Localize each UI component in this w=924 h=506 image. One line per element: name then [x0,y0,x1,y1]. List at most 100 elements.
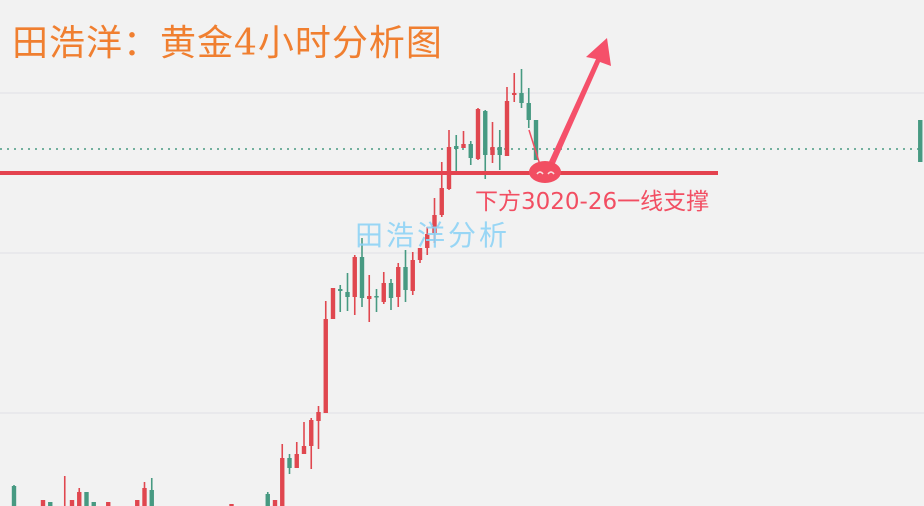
up-arrow-icon [547,38,611,168]
candle-down [454,135,459,173]
candle-down [526,88,531,128]
candle-body [69,500,75,506]
candle-down [287,454,292,474]
candle-up [425,227,430,255]
candle-up [432,198,437,243]
candle-body [512,93,517,95]
candle-down [483,110,488,179]
candle-body [323,319,328,413]
candle-body [417,248,423,260]
candle-body [526,103,531,120]
watermark: 田浩洋分析 [355,219,511,252]
candle-body [454,146,459,149]
candle-body [367,296,372,299]
gridlines [0,92,924,414]
candle-body [84,492,89,506]
candle-body [135,500,140,506]
candle-body [345,292,350,297]
candle-body [483,111,488,155]
candle-body [359,257,365,298]
candle-up [352,255,357,315]
candle-up [410,252,415,295]
candle-body [280,458,285,506]
candle-body [287,458,292,468]
candle-up [367,275,372,322]
candle-down [84,492,89,506]
candle-body [272,500,278,506]
candle-body [396,267,401,297]
candle-body [316,412,321,421]
candle-up [294,442,299,468]
candle-body [294,454,299,468]
candle-up [309,418,314,469]
candle-body [106,502,111,506]
candle-body [918,120,923,162]
candle-body [91,502,96,506]
marker-tick [528,129,542,169]
candle-body [497,147,502,155]
candle-down [265,492,270,506]
candle-body [468,144,473,158]
candle-up [301,422,307,454]
candle-down [91,502,96,506]
candle-body [229,504,234,506]
candles [11,69,923,506]
candle-up [229,504,234,506]
candle-up [504,87,510,156]
candle-body [461,144,466,148]
candle-body [432,215,437,233]
candle-up [135,500,140,506]
candle-body [301,446,307,454]
candle-up [142,482,147,506]
candle-up [280,444,285,506]
candle-down [388,279,394,310]
candle-up [490,122,495,163]
candle-up [381,272,386,304]
candle-down [149,478,154,506]
candle-up [77,488,82,506]
candle-body [475,109,481,159]
candle-body [403,267,408,290]
candle-body [142,488,147,506]
candle-body [338,289,343,291]
candle-down [345,273,350,311]
candle-body [504,101,510,156]
candle-body [330,288,336,319]
candle-body [309,420,314,446]
candle-body [40,500,46,506]
candle-body [446,147,452,189]
candle-down [48,502,53,506]
candle-up [439,162,444,217]
candle-down [11,485,17,506]
candle-up [417,248,423,263]
candle-up [106,502,111,506]
annotation-marker [528,38,611,183]
candle-down [497,130,502,170]
candle-down [338,285,343,312]
candle-up [475,108,481,160]
candle-body [11,486,17,506]
candle-down [374,289,379,312]
candle-body [265,494,270,506]
candle-down [519,69,524,108]
candle-up [63,476,66,506]
candle-up [316,406,321,449]
candle-down [359,238,365,307]
candle-body [77,492,82,506]
candle-up [461,131,466,148]
candle-body [519,93,524,103]
candle-body [48,502,53,506]
candle-down [918,120,923,162]
candle-body [149,490,154,506]
chart-title: 田浩洋：黄金4小时分析图 [12,23,443,64]
candle-up [69,500,75,506]
candle-body [388,283,394,298]
candle-body [439,188,444,215]
candle-body [533,120,539,160]
candle-body [490,147,495,155]
candle-body [425,234,430,248]
candle-up [330,288,336,319]
candle-body [374,296,379,298]
support-marker-ellipse [529,161,561,183]
